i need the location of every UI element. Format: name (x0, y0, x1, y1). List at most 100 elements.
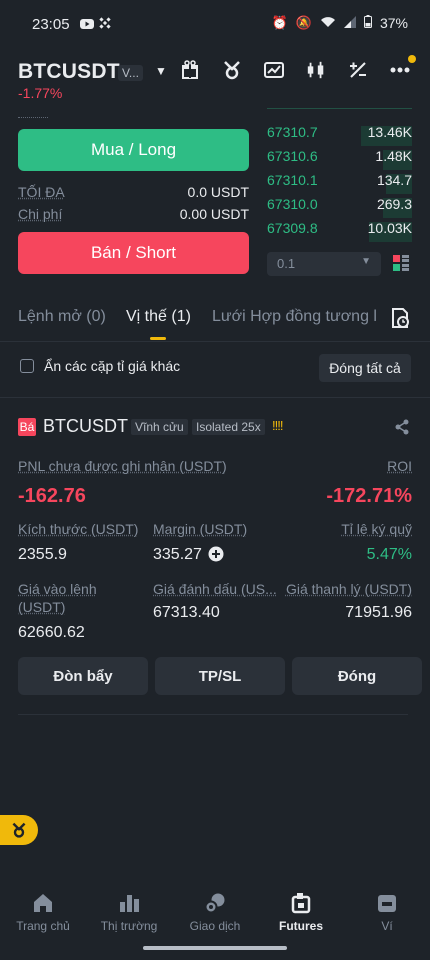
pair-symbol[interactable]: BTCUSDT (18, 60, 120, 83)
max-value: 0.0 USDT (187, 184, 249, 200)
orderbook-row[interactable]: 67309.8 10.03K (267, 220, 412, 244)
nav-futures[interactable]: Futures (258, 892, 344, 933)
add-margin-icon[interactable] (208, 546, 224, 567)
entry-price-label: Giá vào lệnh (18, 581, 97, 597)
share-icon[interactable] (394, 419, 410, 438)
entry-price-unit: (USDT) (18, 599, 66, 615)
wifi-icon (320, 15, 336, 31)
candlestick-icon[interactable] (306, 60, 326, 80)
orderbook-cut-row (267, 108, 412, 118)
side-badge: Bá (18, 418, 36, 436)
price-change: -1.77% (18, 85, 63, 101)
margin-ratio-label: Tỉ lệ ký quỹ (341, 521, 412, 537)
binance-icon (98, 16, 112, 35)
tab-grid-futures[interactable]: Lưới Hợp đồng tương l (212, 308, 377, 325)
nav-market-label: Thị trường (100, 919, 158, 933)
orderbook-amount: 134.7 (376, 172, 412, 188)
sell-short-button[interactable]: Bán / Short (18, 232, 249, 274)
active-tab-indicator (150, 337, 166, 340)
roi-value: -172.71% (326, 485, 412, 507)
orderbook-row[interactable]: 67310.6 1.48K (267, 148, 412, 172)
mark-price-label: Giá đánh dấu (US... (153, 581, 277, 597)
close-position-button[interactable]: Đóng (292, 657, 422, 695)
nav-market[interactable]: Thị trường (86, 892, 172, 933)
orderbook-price: 67310.0 (267, 196, 318, 212)
nav-home[interactable]: Trang chủ (0, 892, 86, 933)
bottom-nav: Trang chủ Thị trường Giao dịch Futures V… (0, 880, 430, 960)
orderbook-amount: 269.3 (376, 196, 412, 212)
orderbook-amount: 13.46K (367, 124, 412, 140)
margin-label: Margin (USDT) (153, 521, 248, 537)
divider (18, 714, 408, 715)
pnl-value: -162.76 (18, 485, 86, 507)
alarm-icon: ⏰ (271, 15, 288, 30)
orderbook-price: 67310.1 (267, 172, 318, 188)
floating-bot-button[interactable] (0, 815, 38, 845)
battery-level: 37% (379, 15, 408, 31)
tab-open-orders[interactable]: Lệnh mở (0) (18, 308, 106, 325)
signal-icon (343, 15, 356, 31)
chart-icon[interactable] (264, 60, 284, 80)
liq-price-value: 71951.96 (345, 604, 412, 621)
hide-other-pairs-label: Ẩn các cặp tỉ giá khác (44, 358, 181, 374)
margin-value: 335.27 (153, 546, 202, 563)
entry-price-value: 62660.62 (18, 624, 85, 641)
orderbook-layout-icon[interactable] (392, 254, 410, 272)
youtube-icon (80, 17, 94, 35)
liq-price-label: Giá thanh lý (USDT) (285, 581, 412, 597)
orderbook-price: 67310.6 (267, 148, 318, 164)
notification-dot (408, 55, 416, 63)
depth-select[interactable]: 0.1 ▼ (267, 252, 381, 276)
roi-label: ROI (387, 458, 412, 474)
close-all-button[interactable]: Đóng tất cả (319, 354, 411, 382)
status-time: 23:05 (32, 16, 70, 33)
bot-icon (12, 822, 26, 838)
orderbook-price: 67309.8 (267, 220, 318, 236)
home-indicator (143, 946, 287, 950)
calculator-icon[interactable] (348, 60, 368, 80)
leverage-button[interactable]: Đòn bẩy (18, 657, 148, 695)
order-history-icon[interactable] (390, 307, 410, 334)
adl-indicator: !!!! (272, 418, 283, 433)
buy-long-button[interactable]: Mua / Long (18, 129, 249, 171)
perpetual-tag: Vĩnh cửu (131, 419, 188, 435)
status-bar: 23:05 ⏰ 🔕 37% (0, 0, 430, 46)
header-toolbar (180, 60, 410, 80)
depth-bar (361, 126, 412, 146)
more-icon[interactable] (390, 60, 410, 80)
nav-home-label: Trang chủ (16, 919, 70, 933)
hide-other-pairs[interactable]: Ẩn các cặp tỉ giá khác (20, 358, 180, 374)
divider (18, 117, 48, 118)
size-label: Kích thước (USDT) (18, 521, 139, 537)
position-symbol[interactable]: BTCUSDT (43, 416, 128, 436)
orderbook-row[interactable]: 67310.0 269.3 (267, 196, 412, 220)
futures-icon (291, 893, 311, 914)
max-row: TỐI ĐA 0.0 USDT (18, 184, 249, 200)
max-label: TỐI ĐA (18, 184, 65, 200)
tab-positions[interactable]: Vị thế (1) (126, 308, 191, 325)
depth-bar (383, 198, 412, 218)
hide-other-pairs-checkbox[interactable] (20, 359, 34, 373)
gift-icon[interactable] (180, 60, 200, 80)
orderbook-amount: 1.48K (375, 148, 412, 164)
nav-trade-label: Giao dịch (189, 919, 241, 933)
orderbook: 67310.7 13.46K 67310.6 1.48K 67310.1 134.7 673… (267, 124, 412, 244)
caret-down-icon: ▼ (361, 256, 371, 267)
pnl-label: PNL chưa được ghi nhận (USDT) (18, 458, 227, 474)
orderbook-row[interactable]: 67310.7 13.46K (267, 124, 412, 148)
nav-trade[interactable]: Giao dịch (172, 892, 258, 933)
mark-price-value: 67313.40 (153, 604, 220, 621)
depth-bar (383, 150, 412, 170)
home-icon (34, 894, 52, 912)
contract-type-tag: V... (118, 65, 143, 81)
position-tabs: Lệnh mở (0) Vị thế (1) Lưới Hợp đồng tươ… (0, 300, 430, 342)
nav-futures-label: Futures (278, 919, 323, 933)
depth-bar (385, 174, 412, 194)
cost-row: Chi phí 0.00 USDT (18, 206, 249, 222)
orderbook-row[interactable]: 67310.1 134.7 (267, 172, 412, 196)
bot-icon[interactable] (222, 60, 242, 80)
chevron-down-icon[interactable]: ▼ (155, 64, 167, 78)
orderbook-amount: 10.03K (367, 220, 412, 236)
tpsl-button[interactable]: TP/SL (155, 657, 285, 695)
nav-wallet[interactable]: Ví (344, 892, 430, 933)
